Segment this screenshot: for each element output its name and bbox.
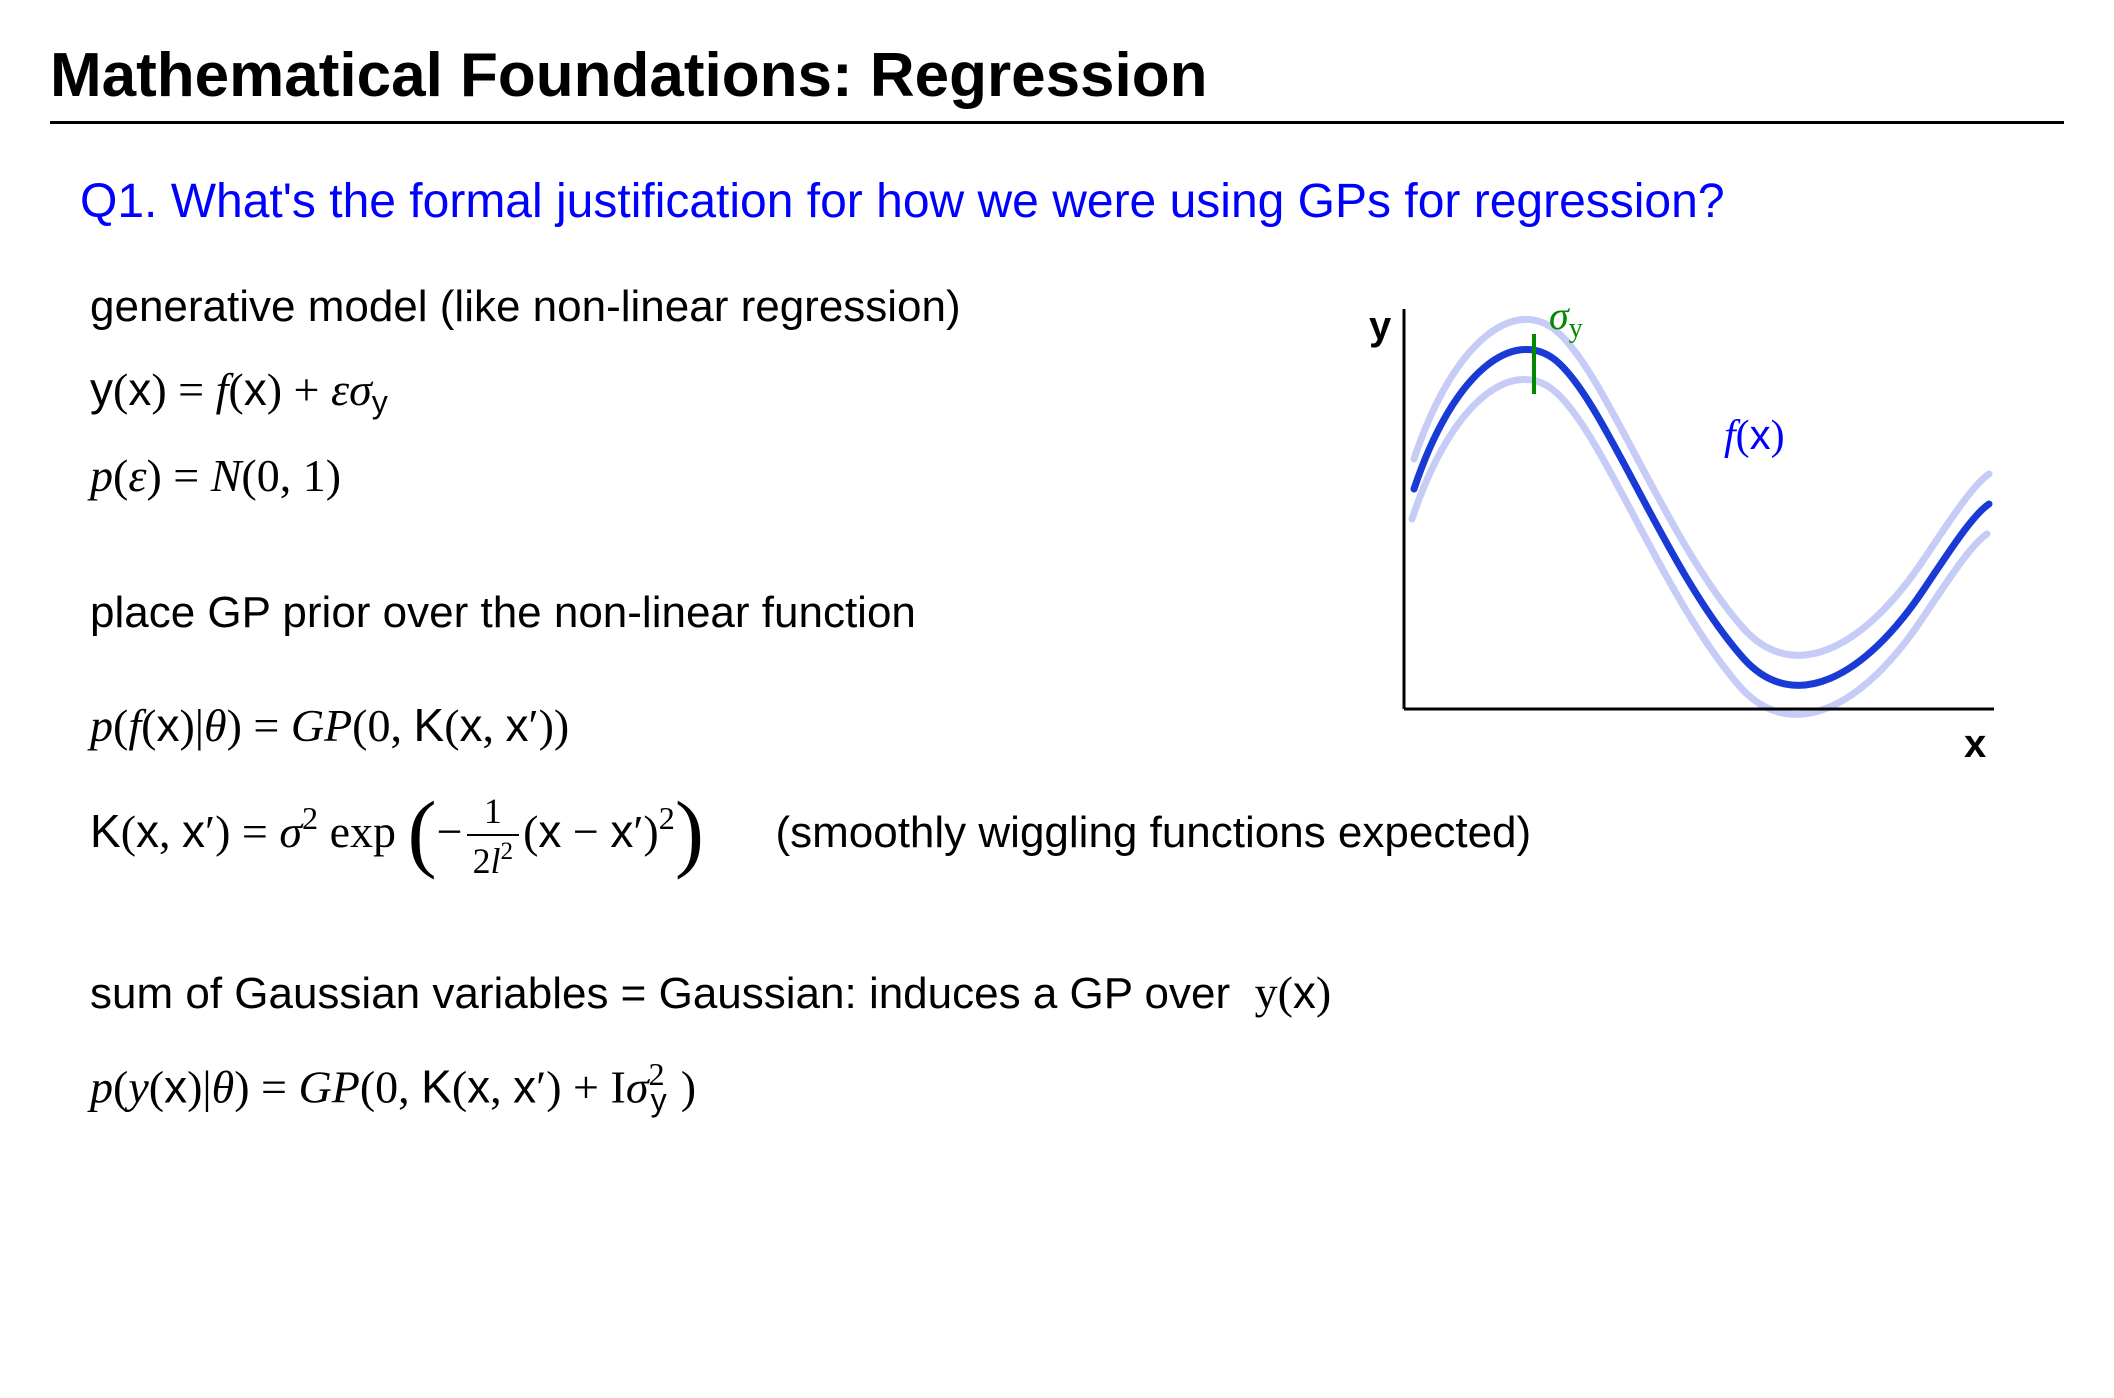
y-axis-label: y [1369,304,1392,348]
slide: Mathematical Foundations: Regression Q1.… [0,0,2114,1398]
eq-gp-y: p(y(x)|θ) = GP(0, K(x, x′) + Iσ2y) [90,1056,2064,1119]
eq-kernel: K(x, x′) = σ2 exp (−12l2(x − x′)2) (smoo… [90,792,2064,881]
band-lower [1412,379,1987,714]
x-axis-label: x [1964,722,1986,759]
sum-gauss-text: sum of Gaussian variables = Gaussian: in… [90,964,2064,1022]
question-line: Q1. What's the formal justification for … [80,174,2064,229]
slide-title: Mathematical Foundations: Regression [50,40,2064,111]
title-rule [50,121,2064,124]
gp-plot-svg: y x σy f(x) [1364,279,2004,759]
sum-gauss-label: sum of Gaussian variables = Gaussian: in… [90,969,1230,1018]
kernel-note: (smoothly wiggling functions expected) [775,808,1531,857]
gp-plot: y x σy f(x) [1364,279,2004,759]
content-area: y x σy f(x) generative model (like non-l… [90,279,2064,1119]
sigma-label: σy [1549,293,1583,344]
f-label: f(x) [1724,411,1785,459]
